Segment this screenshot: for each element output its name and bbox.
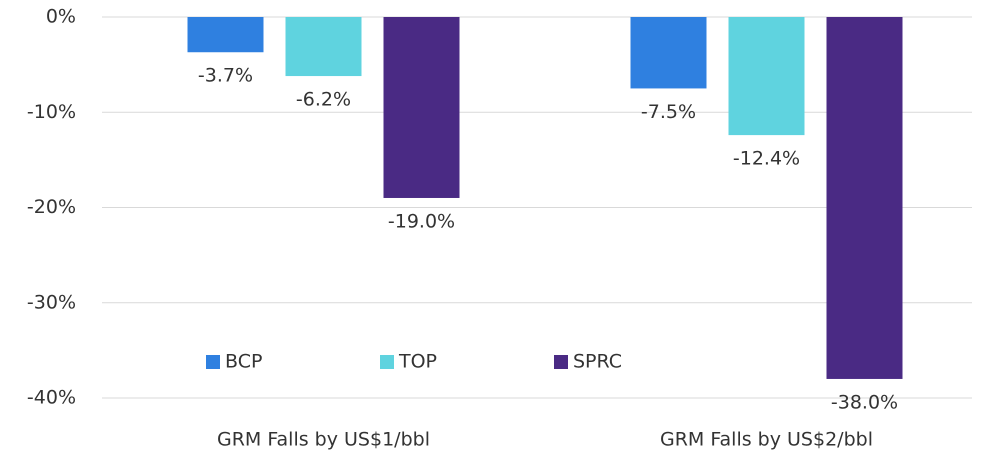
legend-label: BCP: [225, 351, 262, 373]
legend-label: SPRC: [573, 351, 622, 373]
data-label: -38.0%: [831, 391, 898, 413]
y-tick-label: -30%: [27, 291, 76, 313]
data-label: -7.5%: [641, 101, 696, 123]
legend-swatch: [206, 355, 220, 369]
x-tick-label: GRM Falls by US$1/bbl: [217, 429, 430, 451]
y-tick-label: -40%: [27, 387, 76, 409]
bar: [187, 17, 264, 53]
data-label: -19.0%: [388, 210, 455, 232]
legend-swatch: [380, 355, 394, 369]
y-tick-label: -20%: [27, 196, 76, 218]
legend-swatch: [554, 355, 568, 369]
data-label: -6.2%: [296, 89, 351, 111]
bar: [630, 17, 707, 89]
data-label: -3.7%: [198, 65, 253, 87]
bar: [285, 17, 362, 77]
data-label: -12.4%: [733, 148, 800, 170]
bar: [383, 17, 460, 198]
y-tick-label: 0%: [46, 6, 76, 28]
bar: [826, 17, 903, 379]
y-tick-label: -10%: [27, 101, 76, 123]
x-tick-label: GRM Falls by US$2/bbl: [660, 429, 873, 451]
bar: [728, 17, 805, 136]
legend-label: TOP: [398, 351, 437, 373]
